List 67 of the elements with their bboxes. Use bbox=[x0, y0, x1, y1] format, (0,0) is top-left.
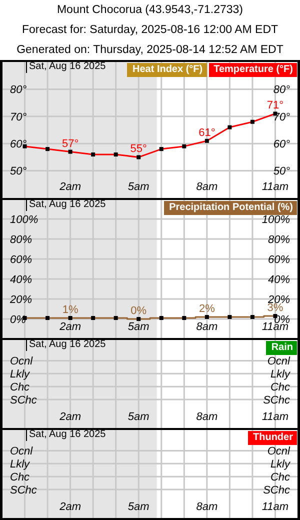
x-tick-label: 8am bbox=[196, 321, 218, 333]
y-tick-label: 20% bbox=[9, 294, 32, 306]
y-tick-label: Lkly bbox=[10, 368, 32, 381]
y-tick-label: 50° bbox=[10, 166, 28, 178]
legend-label: Temperature (°F) bbox=[214, 63, 297, 77]
y-tick-label: SChc bbox=[10, 484, 38, 496]
y2-tick-label: 50° bbox=[273, 166, 291, 178]
y2-tick-label: Lkly bbox=[270, 458, 292, 471]
y2-tick-label: 60% bbox=[268, 254, 290, 266]
y2-tick-label: SChc bbox=[263, 394, 290, 406]
y2-tick-label: 80% bbox=[268, 234, 290, 246]
y2-tick-label: 100% bbox=[262, 214, 290, 226]
annotation: Sat, Aug 16 2025 bbox=[26, 61, 106, 73]
y-tick-label: 100% bbox=[10, 214, 38, 226]
y2-tick-label: 40% bbox=[268, 274, 290, 286]
x-tick-label: 5am bbox=[128, 501, 150, 513]
legend-label: Heat Index (°F) bbox=[132, 63, 207, 77]
y-tick-label: 70° bbox=[10, 111, 28, 124]
x-tick-label: 8am bbox=[196, 181, 218, 193]
data-label: 61° bbox=[198, 126, 216, 139]
chart-title: Mount Chocorua (43.9543,-71.2733) bbox=[56, 3, 244, 18]
data-label: 71° bbox=[266, 100, 284, 112]
legend-label: Rain bbox=[271, 341, 297, 355]
x-tick-label: 5am bbox=[128, 181, 150, 193]
y-tick-label: Chc bbox=[10, 471, 30, 484]
x-tick-label: 11am bbox=[262, 501, 289, 513]
x-tick-label: 2am bbox=[58, 181, 82, 193]
x-tick-label: 8am bbox=[196, 501, 218, 513]
y-tick-label: SChc bbox=[10, 394, 38, 406]
data-label: 57° bbox=[62, 138, 79, 150]
y-tick-label: Lkly bbox=[10, 458, 32, 471]
y2-tick-label: 60° bbox=[273, 138, 291, 151]
data-label: 55° bbox=[130, 143, 147, 156]
data-label: 0% bbox=[130, 305, 147, 317]
y2-tick-label: Ocnl bbox=[267, 446, 291, 458]
y-tick-label: Ocnl bbox=[10, 356, 34, 368]
x-tick-label: 2am bbox=[58, 321, 82, 333]
chart-subtitle: Forecast for: Saturday, 2025-08-16 12:00 AM EDT Generated on: Thursday, 2025-08-14 12:52 AM EDT bbox=[16, 23, 284, 58]
y-tick-label: Chc bbox=[10, 381, 30, 394]
x-tick-label: 8am bbox=[196, 411, 218, 423]
data-label: 3% bbox=[267, 302, 284, 314]
annotation: Sat, Aug 16 2025 bbox=[26, 199, 106, 211]
x-tick-label: 5am bbox=[128, 411, 150, 423]
x-tick-label: 11am bbox=[262, 181, 289, 193]
y2-tick-label: 80° bbox=[273, 84, 291, 96]
y2-tick-label: Chc bbox=[270, 381, 290, 394]
y2-tick-label: Ocnl bbox=[267, 356, 291, 368]
x-tick-label: 5am bbox=[128, 321, 150, 333]
x-tick-label: 2am bbox=[58, 501, 82, 513]
text: Sat, Aug 16 2025 bbox=[26, 339, 106, 351]
y-tick-label: 80% bbox=[10, 234, 32, 246]
legend-label: Thunder bbox=[253, 431, 297, 445]
legend-label: Precipitation Potential (%) bbox=[169, 201, 297, 215]
y-tick-label: Ocnl bbox=[10, 446, 34, 458]
y-tick-label: 80° bbox=[10, 84, 28, 96]
y-tick-label: 40% bbox=[10, 274, 32, 286]
x-tick-label: 11am bbox=[262, 411, 289, 423]
y-tick-label: 60% bbox=[10, 254, 32, 266]
y2-tick-label: Lkly bbox=[270, 368, 292, 381]
x-tick-label: 2am bbox=[58, 411, 82, 423]
data-label: 2% bbox=[198, 303, 216, 315]
y-tick-label: 60° bbox=[10, 138, 28, 151]
y2-tick-label: 70° bbox=[273, 111, 291, 124]
y2-tick-label: Chc bbox=[270, 471, 290, 484]
y2-tick-label: SChc bbox=[263, 484, 290, 496]
data-label: 1% bbox=[62, 304, 78, 316]
text: Sat, Aug 16 2025 bbox=[26, 429, 106, 441]
